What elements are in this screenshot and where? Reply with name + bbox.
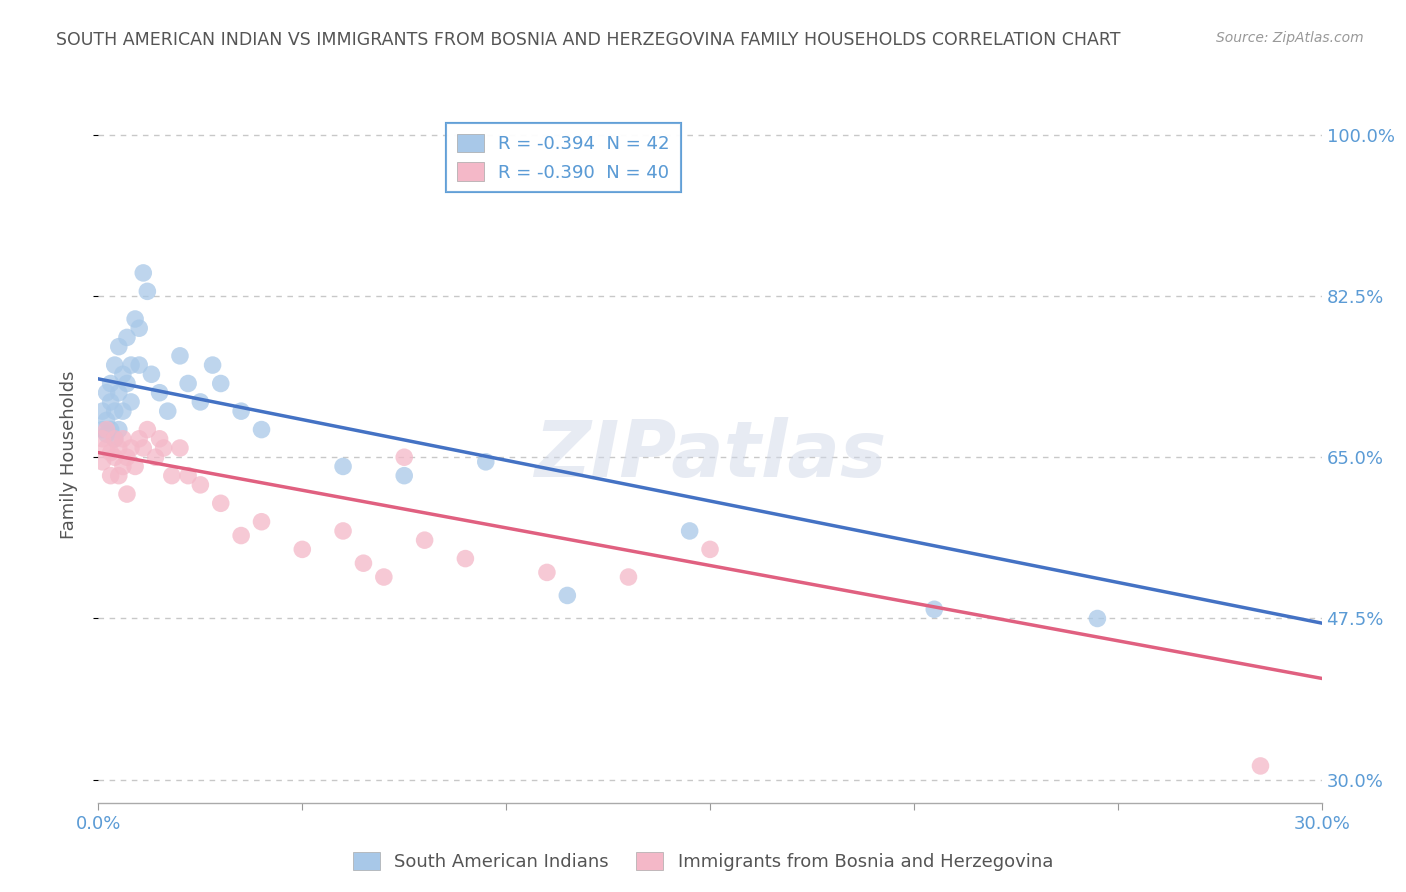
- Point: [100, 376, 122, 391]
- Point: [169, 441, 191, 455]
- Point: [128, 358, 150, 372]
- Point: [111, 432, 134, 446]
- Point: [679, 524, 702, 538]
- Point: [922, 602, 945, 616]
- Point: [699, 542, 721, 557]
- Point: [108, 423, 131, 437]
- Text: ZIPatlas: ZIPatlas: [534, 417, 886, 493]
- Point: [120, 395, 142, 409]
- Point: [250, 423, 273, 437]
- Point: [91, 404, 114, 418]
- Point: [332, 524, 354, 538]
- Point: [392, 468, 416, 483]
- Point: [352, 556, 374, 570]
- Point: [617, 570, 640, 584]
- Point: [149, 385, 172, 400]
- Point: [100, 395, 122, 409]
- Point: [152, 441, 174, 455]
- Point: [557, 589, 579, 603]
- Point: [1085, 611, 1108, 625]
- Point: [100, 445, 122, 459]
- Point: [108, 340, 131, 354]
- Point: [373, 570, 395, 584]
- Point: [132, 441, 155, 455]
- Point: [104, 432, 127, 446]
- Point: [104, 404, 127, 418]
- Point: [536, 566, 558, 580]
- Y-axis label: Family Households: Family Households: [59, 371, 77, 539]
- Point: [188, 395, 212, 409]
- Point: [91, 432, 114, 446]
- Point: [124, 459, 146, 474]
- Point: [474, 455, 498, 469]
- Point: [115, 376, 138, 391]
- Point: [136, 285, 159, 299]
- Point: [332, 459, 354, 474]
- Point: [454, 551, 477, 566]
- Point: [91, 455, 114, 469]
- Point: [291, 542, 314, 557]
- Point: [111, 368, 134, 382]
- Point: [177, 468, 200, 483]
- Point: [128, 321, 150, 335]
- Legend: R = -0.394  N = 42, R = -0.390  N = 40: R = -0.394 N = 42, R = -0.390 N = 40: [446, 123, 681, 193]
- Point: [100, 468, 122, 483]
- Point: [104, 432, 127, 446]
- Point: [149, 432, 172, 446]
- Point: [231, 528, 253, 542]
- Point: [115, 487, 138, 501]
- Point: [104, 450, 127, 465]
- Text: Source: ZipAtlas.com: Source: ZipAtlas.com: [1216, 31, 1364, 45]
- Point: [250, 515, 273, 529]
- Point: [136, 423, 159, 437]
- Point: [209, 376, 232, 391]
- Point: [120, 441, 142, 455]
- Point: [96, 423, 118, 437]
- Point: [96, 385, 118, 400]
- Point: [96, 413, 118, 427]
- Point: [413, 533, 436, 548]
- Point: [156, 404, 179, 418]
- Point: [1249, 759, 1271, 773]
- Point: [100, 423, 122, 437]
- Point: [91, 423, 114, 437]
- Point: [141, 368, 163, 382]
- Point: [96, 441, 118, 455]
- Point: [209, 496, 232, 510]
- Point: [145, 450, 167, 465]
- Point: [120, 358, 142, 372]
- Point: [104, 358, 127, 372]
- Point: [128, 432, 150, 446]
- Text: SOUTH AMERICAN INDIAN VS IMMIGRANTS FROM BOSNIA AND HERZEGOVINA FAMILY HOUSEHOLD: SOUTH AMERICAN INDIAN VS IMMIGRANTS FROM…: [56, 31, 1121, 49]
- Point: [177, 376, 200, 391]
- Point: [115, 330, 138, 344]
- Point: [111, 404, 134, 418]
- Point: [160, 468, 183, 483]
- Point: [115, 450, 138, 465]
- Point: [96, 427, 118, 442]
- Point: [124, 312, 146, 326]
- Point: [132, 266, 155, 280]
- Point: [111, 459, 134, 474]
- Point: [231, 404, 253, 418]
- Point: [201, 358, 224, 372]
- Point: [169, 349, 191, 363]
- Point: [188, 478, 212, 492]
- Point: [108, 468, 131, 483]
- Point: [392, 450, 416, 465]
- Point: [108, 385, 131, 400]
- Legend: South American Indians, Immigrants from Bosnia and Herzegovina: South American Indians, Immigrants from …: [346, 845, 1060, 879]
- Point: [108, 441, 131, 455]
